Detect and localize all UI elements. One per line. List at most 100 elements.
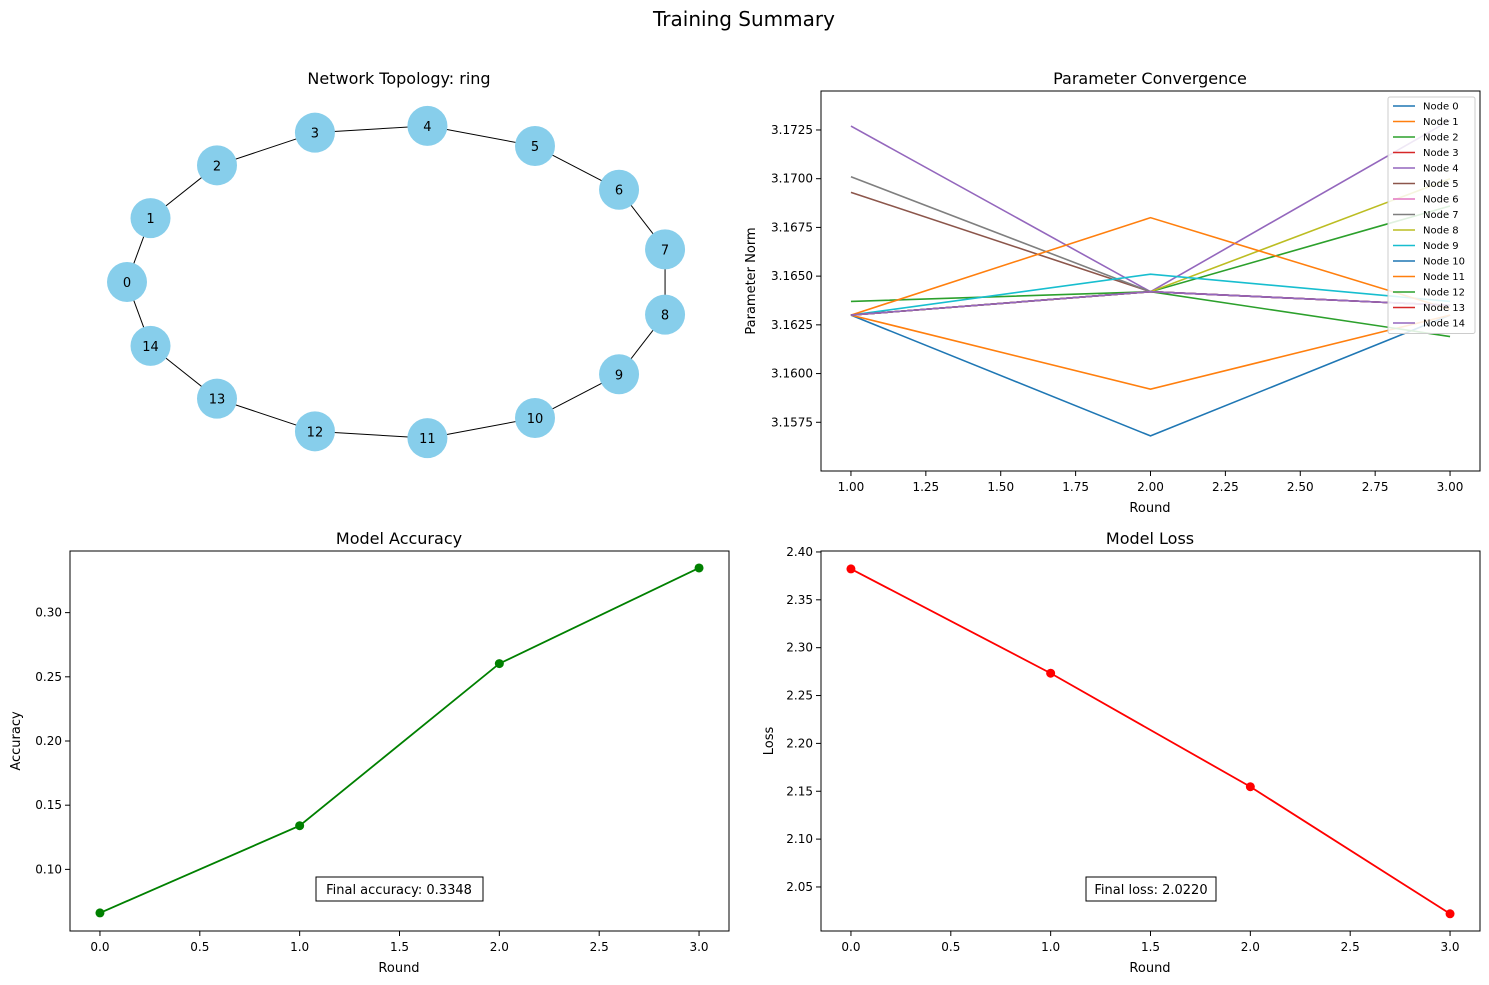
parameter-convergence-panel: Parameter Convergence 1.00 1.25 1.50 1.75 2.…: [744, 69, 1481, 516]
x-tick-label: 1.50: [987, 480, 1014, 494]
legend-entry: Node 10: [1423, 257, 1465, 268]
loss-point: [1046, 668, 1056, 678]
network-node-3: [294, 112, 335, 153]
y-tick-label: 0.25: [35, 670, 62, 684]
x-tick-label: 3.0: [1440, 940, 1459, 954]
network-node-label: 3: [311, 127, 319, 142]
network-node-label: 7: [661, 243, 669, 258]
x-tick-label: 1.0: [1041, 940, 1060, 954]
x-tick-label: 1.25: [912, 480, 939, 494]
y-tick-label: 3.1650: [771, 269, 813, 283]
y-tick-label: 0.15: [35, 798, 62, 812]
y-tick-label: 2.25: [786, 689, 813, 703]
model-accuracy-xlabel: Round: [378, 961, 419, 976]
series-line-node-11: [850, 216, 1451, 316]
network-node-label: 6: [615, 184, 623, 199]
legend-entry: Node 6: [1423, 195, 1459, 206]
y-tick-label: 3.1625: [771, 318, 813, 332]
legend-entry: Node 5: [1423, 179, 1459, 190]
y-tick-label: 3.1725: [771, 123, 813, 137]
y-tick-label: 0.10: [35, 862, 62, 876]
model-accuracy-panel: Model Accuracy 0.0 0.5 1.0 1.5 2.0 2.5 3.0 0.10…: [9, 529, 730, 976]
network-node-8: [645, 294, 686, 335]
y-tick-label: 2.05: [786, 880, 813, 894]
network-node-0: [107, 262, 147, 302]
y-tick-label: 3.1675: [771, 220, 813, 234]
parameter-convergence-ticks: 1.00 1.25 1.50 1.75 2.00 2.25 2.50 2.75 3.00 3.15…: [771, 123, 1463, 494]
y-tick-label: 3.1600: [771, 367, 813, 381]
legend-entry: Node 2: [1423, 133, 1459, 144]
parameter-convergence-ylabel: Parameter Norm: [744, 227, 759, 334]
x-tick-label: 2.5: [590, 940, 609, 954]
model-accuracy-axes: [69, 550, 730, 932]
series-line-node-0: [850, 314, 1451, 437]
x-tick-label: 2.0: [1241, 940, 1260, 954]
loss-line: [850, 568, 1451, 915]
x-tick-label: 0.5: [941, 940, 960, 954]
parameter-convergence-legend: Node 0 Node 1 Node 2 Node 3 Node 4 Node 5 Node…: [1387, 96, 1476, 334]
x-tick-label: 2.25: [1212, 480, 1239, 494]
network-node-9: [599, 354, 640, 395]
x-tick-label: 2.00: [1137, 480, 1164, 494]
x-tick-label: 3.0: [689, 940, 708, 954]
model-loss-axes: [820, 550, 1481, 932]
x-tick-label: 1.0: [290, 940, 309, 954]
network-node-11: [407, 418, 448, 459]
network-node-label: 5: [531, 140, 539, 155]
parameter-convergence-series: [850, 119, 1451, 437]
y-tick-label: 2.15: [786, 784, 813, 798]
network-node-4: [407, 105, 448, 146]
parameter-convergence-title: Parameter Convergence: [1053, 69, 1247, 88]
network-node-2: [196, 145, 237, 186]
final-loss-annotation: Final loss: 2.0220: [1085, 876, 1217, 902]
y-tick-label: 2.20: [786, 736, 813, 750]
accuracy-line: [99, 567, 700, 914]
legend-entry: Node 11: [1423, 272, 1465, 283]
y-tick-label: 3.1575: [771, 415, 813, 429]
network-node-label: 1: [146, 212, 154, 227]
series-line-node-14: [850, 290, 1451, 316]
y-tick-label: 2.40: [786, 545, 813, 559]
loss-point: [1445, 909, 1455, 919]
x-tick-label: 2.50: [1287, 480, 1314, 494]
x-tick-label: 3.00: [1437, 480, 1464, 494]
y-tick-label: 0.20: [35, 734, 62, 748]
network-node-label: 10: [527, 412, 544, 427]
model-loss-panel: Model Loss 0.0 0.5 1.0 1.5 2.0 2.5 3.0 2.05 2.10…: [762, 529, 1481, 976]
y-tick-label: 3.1700: [771, 172, 813, 186]
x-tick-label: 2.5: [1341, 940, 1360, 954]
x-tick-label: 1.5: [1141, 940, 1160, 954]
accuracy-point: [494, 659, 504, 669]
parameter-convergence-axes: [820, 90, 1481, 472]
series-line-node-4: [850, 119, 1451, 293]
network-node-label: 12: [307, 425, 324, 440]
accuracy-point: [295, 821, 305, 831]
legend-entry: Node 7: [1423, 210, 1459, 221]
y-tick-label: 0.30: [35, 606, 62, 620]
network-node-label: 13: [209, 393, 226, 408]
series-line-node-2: [850, 205, 1451, 303]
network-node-label: 0: [123, 276, 131, 291]
model-loss-ticks: 0.0 0.5 1.0 1.5 2.0 2.5 3.0 2.05 2.10 2.15 2.20 2.2…: [786, 545, 1459, 954]
x-tick-label: 0.5: [190, 940, 209, 954]
legend-entry: Node 4: [1423, 164, 1459, 175]
legend-entry: Node 9: [1423, 241, 1459, 252]
network-node-14: [130, 325, 171, 366]
network-node-label: 9: [615, 368, 623, 383]
series-line-node-9: [850, 273, 1451, 316]
legend-entry: Node 12: [1423, 288, 1465, 299]
model-loss-xlabel: Round: [1129, 961, 1170, 976]
model-loss-title: Model Loss: [1106, 529, 1194, 548]
accuracy-point: [95, 908, 105, 918]
network-node-label: 4: [423, 120, 431, 135]
loss-point: [846, 564, 856, 574]
series-line-node-8: [850, 177, 1451, 316]
model-loss-series: [846, 564, 1455, 919]
x-tick-label: 1.5: [390, 940, 409, 954]
legend-entry: Node 13: [1423, 303, 1465, 314]
y-tick-label: 2.35: [786, 593, 813, 607]
network-node-label: 8: [661, 309, 669, 324]
x-tick-label: 1.75: [1062, 480, 1089, 494]
